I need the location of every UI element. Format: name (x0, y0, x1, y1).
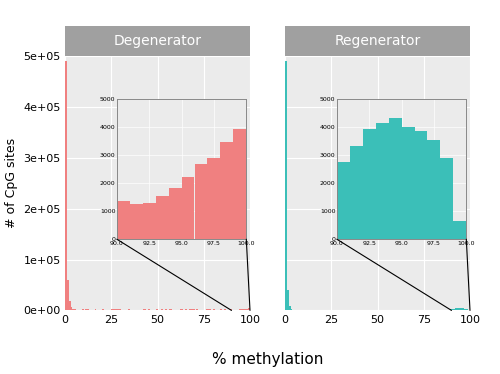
Bar (70, 307, 72, 310)
Bar (182, 309, 184, 310)
Bar (462, 309, 464, 310)
Bar (220, 309, 222, 310)
Bar (206, 309, 208, 310)
Bar (74, 309, 76, 310)
Bar (241, 309, 242, 310)
Bar (115, 309, 117, 310)
Bar (287, 290, 288, 310)
Bar (450, 309, 452, 310)
Bar (142, 309, 144, 310)
Y-axis label: # of CpG sites: # of CpG sites (5, 138, 18, 228)
Bar (161, 309, 163, 310)
Bar (185, 309, 187, 310)
Bar (459, 308, 461, 310)
Bar (191, 309, 192, 310)
Bar (457, 308, 459, 310)
Bar (87, 309, 89, 310)
Bar (86, 309, 87, 310)
Bar (230, 309, 232, 310)
Bar (248, 309, 250, 310)
Bar (250, 308, 252, 310)
Bar (224, 309, 226, 310)
Bar (196, 309, 198, 310)
Bar (454, 309, 455, 310)
Bar (128, 309, 130, 310)
Bar (285, 61, 287, 310)
Bar (288, 306, 290, 310)
Bar (72, 309, 74, 310)
Bar (189, 309, 191, 310)
Bar (246, 309, 248, 310)
Bar (118, 309, 120, 310)
Bar (455, 309, 457, 310)
Text: Regenerator: Regenerator (334, 34, 420, 48)
Bar (461, 309, 462, 310)
Bar (242, 309, 244, 310)
Bar (165, 309, 167, 310)
Bar (68, 301, 70, 310)
Bar (102, 309, 104, 310)
Bar (156, 309, 158, 310)
Bar (192, 309, 194, 310)
Bar (67, 280, 68, 310)
Bar (244, 309, 246, 310)
Bar (208, 309, 210, 310)
Bar (113, 309, 115, 310)
Text: Degenerator: Degenerator (114, 34, 202, 48)
Bar (290, 309, 292, 310)
Bar (111, 309, 113, 310)
Bar (82, 309, 84, 310)
Bar (94, 309, 96, 310)
Bar (180, 309, 182, 310)
Bar (452, 309, 454, 310)
Bar (65, 61, 67, 310)
Bar (168, 309, 170, 310)
Bar (148, 309, 150, 310)
Bar (466, 309, 468, 310)
Bar (144, 309, 146, 310)
Text: % methylation: % methylation (212, 352, 323, 367)
Bar (210, 309, 211, 310)
Bar (464, 309, 466, 310)
